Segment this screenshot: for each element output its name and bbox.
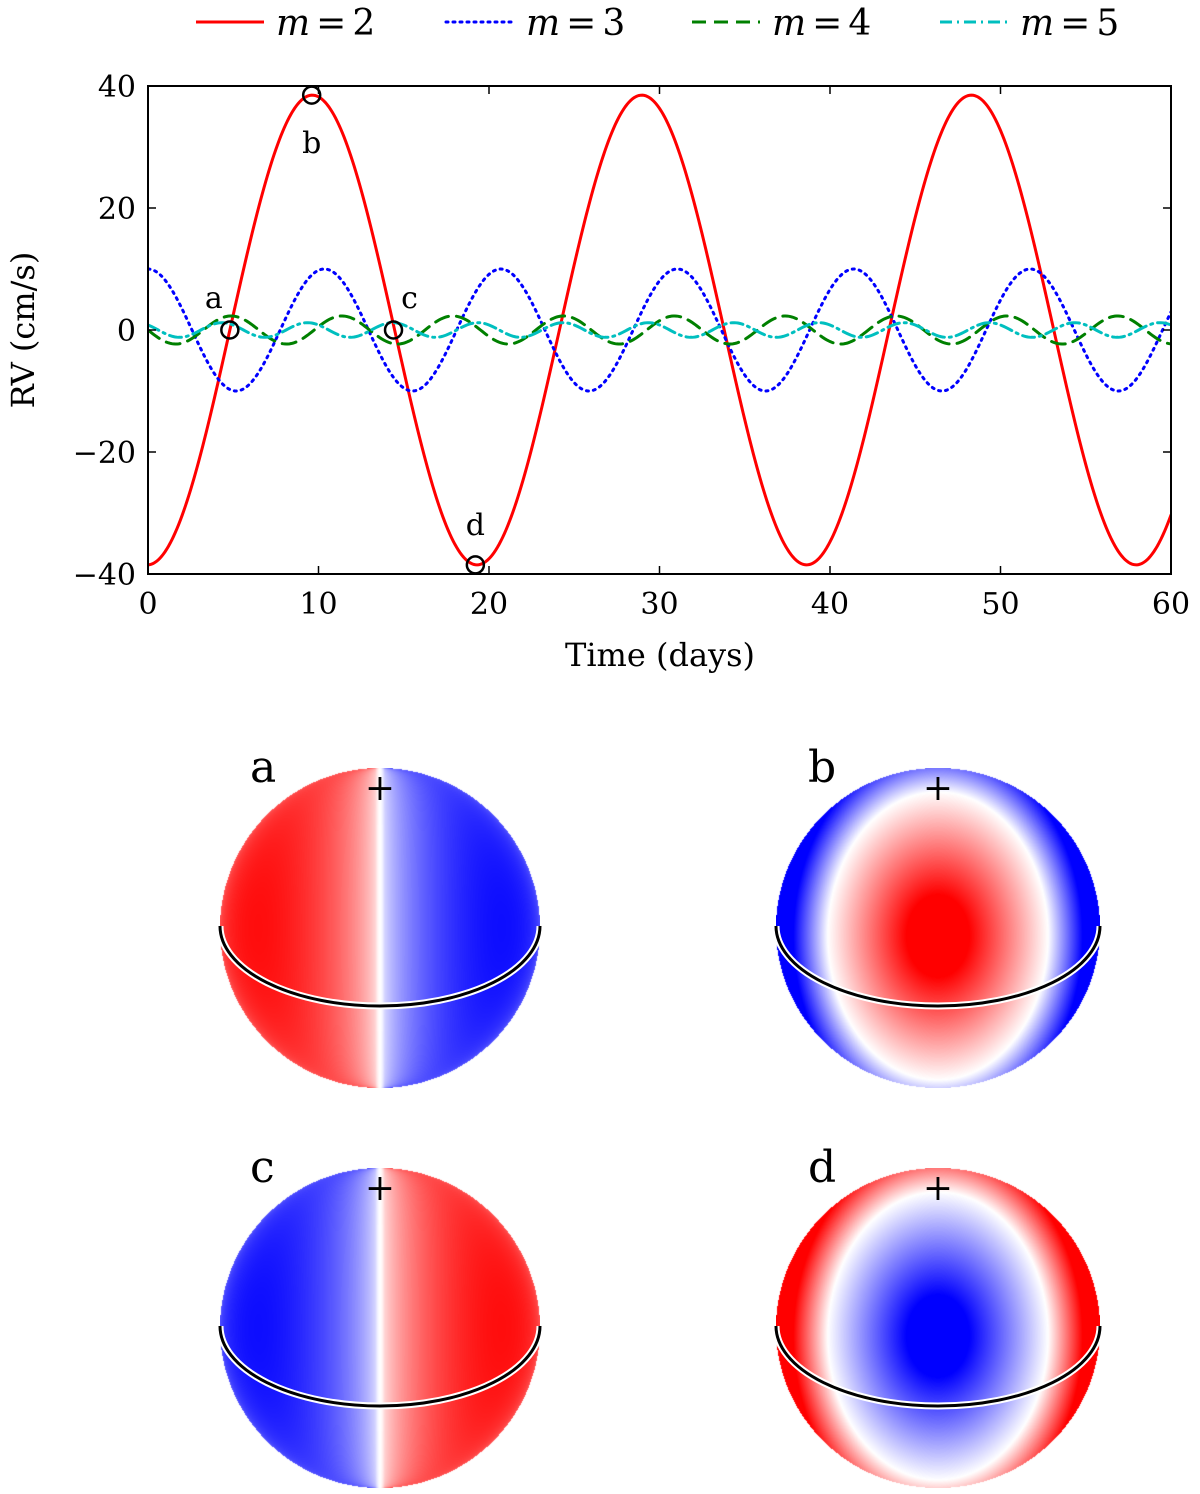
plot: a b c d 0 10 20 30 40 50 60 −40 −20 0 20 40 Time (days…	[4, 70, 1190, 674]
legend-entry-m2: m = 2	[196, 3, 375, 44]
series-line-m2	[148, 93, 1171, 567]
panel-letter-d: d	[808, 1142, 836, 1193]
panel-letter-a: a	[250, 742, 276, 793]
marker-layer: a b c d	[205, 85, 486, 575]
y-tick-label: 40	[98, 70, 136, 105]
x-tick-label: 30	[640, 587, 678, 622]
sphere-a	[220, 768, 540, 1088]
series-line-m3	[148, 267, 1171, 393]
sphere-panel-c: c +	[216, 1142, 544, 1488]
legend-label-m5: m = 5	[1020, 3, 1119, 44]
sphere-c	[220, 1168, 540, 1488]
legend-label-m2: m = 2	[276, 3, 375, 44]
sphere-canvas-d	[776, 1168, 1100, 1488]
equator-line-d	[774, 1325, 1102, 1408]
marker-a	[220, 320, 240, 340]
y-tick-label: −20	[73, 436, 136, 471]
sphere-d	[776, 1168, 1100, 1488]
pole-marker-a: +	[365, 768, 395, 809]
equator-line-c	[218, 1325, 542, 1408]
sphere-canvas-c	[220, 1168, 540, 1488]
y-tick-label: −40	[73, 558, 136, 593]
sphere-panel-a: a +	[216, 742, 544, 1088]
legend-entry-m4: m = 4	[692, 3, 871, 44]
sphere-canvas-b	[776, 768, 1100, 1088]
equator-line-a	[218, 925, 542, 1008]
panel-letter-b: b	[808, 742, 836, 793]
x-tick-label: 40	[811, 587, 849, 622]
sphere-panels: a + b +c + d +	[216, 742, 1104, 1488]
x-tick-label: 20	[470, 587, 508, 622]
legend-label-m4: m = 4	[772, 3, 871, 44]
x-tick-label: 50	[981, 587, 1019, 622]
legend: m = 2 m = 3 m = 4 m = 5	[196, 3, 1119, 44]
panel-letter-c: c	[250, 1142, 275, 1193]
sphere-b	[776, 768, 1100, 1088]
marker-label-b: b	[302, 126, 321, 161]
x-axis-title: Time (days)	[565, 636, 755, 674]
series-line-m4	[148, 314, 1171, 346]
pole-marker-c: +	[365, 1168, 395, 1209]
equator-line-b	[774, 925, 1102, 1008]
y-axis-title: RV (cm/s)	[4, 252, 42, 409]
sphere-panel-d: d +	[772, 1142, 1104, 1488]
legend-entry-m3: m = 3	[444, 3, 625, 44]
legend-label-m3: m = 3	[526, 3, 625, 44]
pole-marker-d: +	[923, 1168, 953, 1209]
y-tick-label: 20	[98, 192, 136, 227]
marker-label-d: d	[466, 508, 485, 543]
marker-label-c: c	[401, 281, 418, 316]
x-tick-label: 60	[1152, 587, 1190, 622]
marker-label-a: a	[205, 281, 223, 316]
x-tick-label: 0	[138, 587, 157, 622]
sphere-canvas-a	[220, 768, 540, 1088]
marker-c	[383, 320, 404, 340]
pole-marker-b: +	[923, 768, 953, 809]
sphere-panel-b: b +	[772, 742, 1104, 1088]
tick-layer: 0 10 20 30 40 50 60 −40 −20 0 20 40	[73, 70, 1190, 622]
legend-entry-m5: m = 5	[940, 3, 1119, 44]
series-line-m5	[148, 321, 1171, 339]
x-tick-label: 10	[299, 587, 337, 622]
series-layer	[148, 93, 1171, 567]
y-tick-label: 0	[117, 314, 136, 349]
